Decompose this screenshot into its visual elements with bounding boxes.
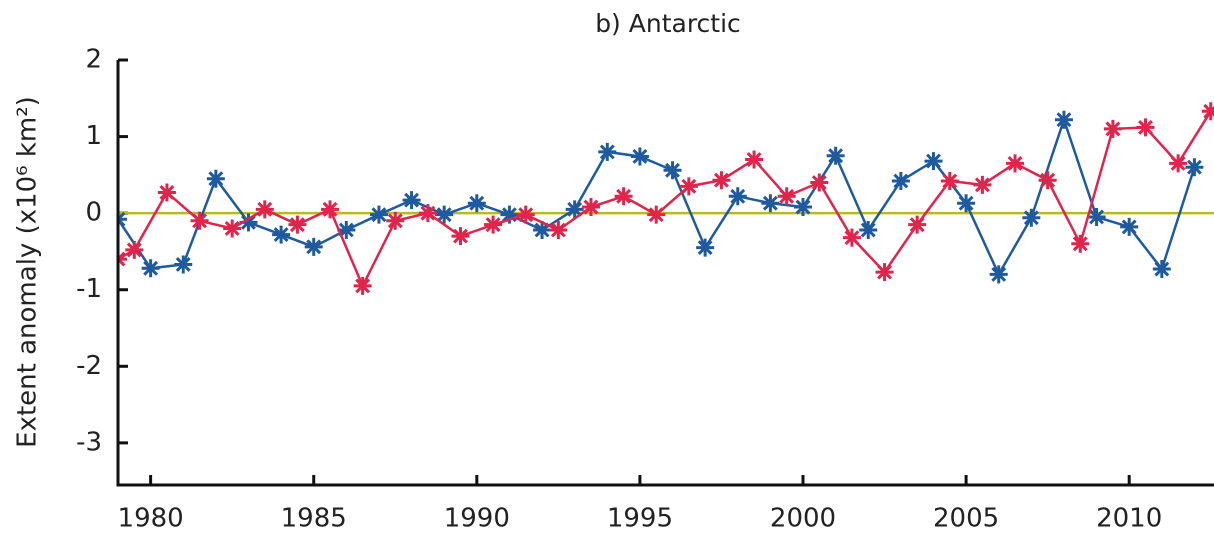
marker	[451, 227, 470, 246]
marker	[957, 194, 976, 213]
marker	[647, 205, 666, 224]
marker	[940, 171, 959, 190]
marker	[500, 205, 519, 224]
series	[118, 102, 1214, 295]
marker	[435, 205, 454, 224]
marker	[1169, 154, 1188, 173]
marker	[533, 221, 552, 239]
marker	[1054, 110, 1073, 129]
marker	[875, 263, 894, 282]
marker	[386, 211, 405, 230]
marker	[484, 215, 503, 234]
marker	[581, 198, 600, 217]
marker	[174, 255, 193, 274]
marker	[663, 161, 682, 180]
marker	[826, 146, 845, 165]
y-axis-label: Extent anomaly (x10⁶ km²)	[13, 96, 43, 448]
marker	[157, 183, 176, 202]
x-tick-label: 2005	[933, 504, 999, 534]
marker	[989, 265, 1008, 284]
marker	[1071, 234, 1090, 253]
marker	[1103, 119, 1122, 138]
marker	[1152, 260, 1171, 279]
marker	[418, 204, 437, 223]
marker	[924, 152, 943, 171]
marker	[859, 221, 878, 239]
marker	[402, 191, 421, 210]
marker	[908, 215, 927, 234]
x-tick-label: 1990	[444, 504, 510, 534]
marker	[304, 237, 323, 256]
marker	[1006, 154, 1025, 173]
marker	[223, 219, 242, 238]
series-line	[118, 110, 1212, 289]
marker	[842, 228, 861, 247]
marker	[255, 200, 274, 219]
marker	[679, 177, 698, 196]
marker	[891, 171, 910, 190]
marker	[598, 142, 617, 161]
chart-title: b) Antarctic	[595, 9, 741, 38]
marker	[1038, 171, 1057, 190]
marker	[353, 276, 372, 295]
marker	[467, 194, 486, 213]
marker	[810, 173, 829, 192]
marker	[1120, 217, 1139, 236]
marker	[516, 205, 535, 224]
marker	[761, 194, 780, 213]
marker	[141, 259, 160, 278]
marker	[614, 187, 633, 206]
y-tick-label: -2	[76, 351, 102, 381]
y-tick-label: 0	[85, 198, 102, 228]
marker	[696, 238, 715, 257]
marker	[206, 169, 225, 188]
marker	[125, 240, 144, 259]
marker	[549, 221, 568, 239]
marker	[272, 225, 291, 244]
marker	[321, 200, 340, 219]
marker	[728, 187, 747, 206]
marker	[369, 205, 388, 224]
marker	[288, 215, 307, 234]
y-tick-label: -3	[76, 427, 102, 457]
x-tick-label: 2000	[770, 504, 836, 534]
x-tick-label: 1995	[607, 504, 673, 534]
y-tick-label: -1	[76, 274, 102, 304]
marker	[1087, 207, 1106, 226]
marker	[565, 200, 584, 219]
marker	[777, 187, 796, 206]
marker	[1185, 158, 1204, 177]
series-line	[118, 115, 1196, 278]
x-tick-label: 2010	[1096, 504, 1162, 534]
marker	[337, 221, 356, 239]
y-tick-label: 2	[85, 45, 102, 75]
series	[118, 110, 1204, 284]
marker	[1136, 118, 1155, 137]
x-tick-label: 1980	[118, 504, 184, 534]
marker	[712, 171, 731, 190]
marker	[794, 198, 812, 217]
marker	[630, 147, 649, 166]
marker	[239, 213, 258, 232]
marker	[973, 175, 992, 194]
x-tick-label: 1985	[281, 504, 347, 534]
marker	[190, 211, 209, 230]
marker	[745, 150, 764, 169]
marker	[1201, 102, 1214, 121]
y-tick-label: 1	[85, 121, 102, 151]
marker	[1022, 208, 1041, 227]
